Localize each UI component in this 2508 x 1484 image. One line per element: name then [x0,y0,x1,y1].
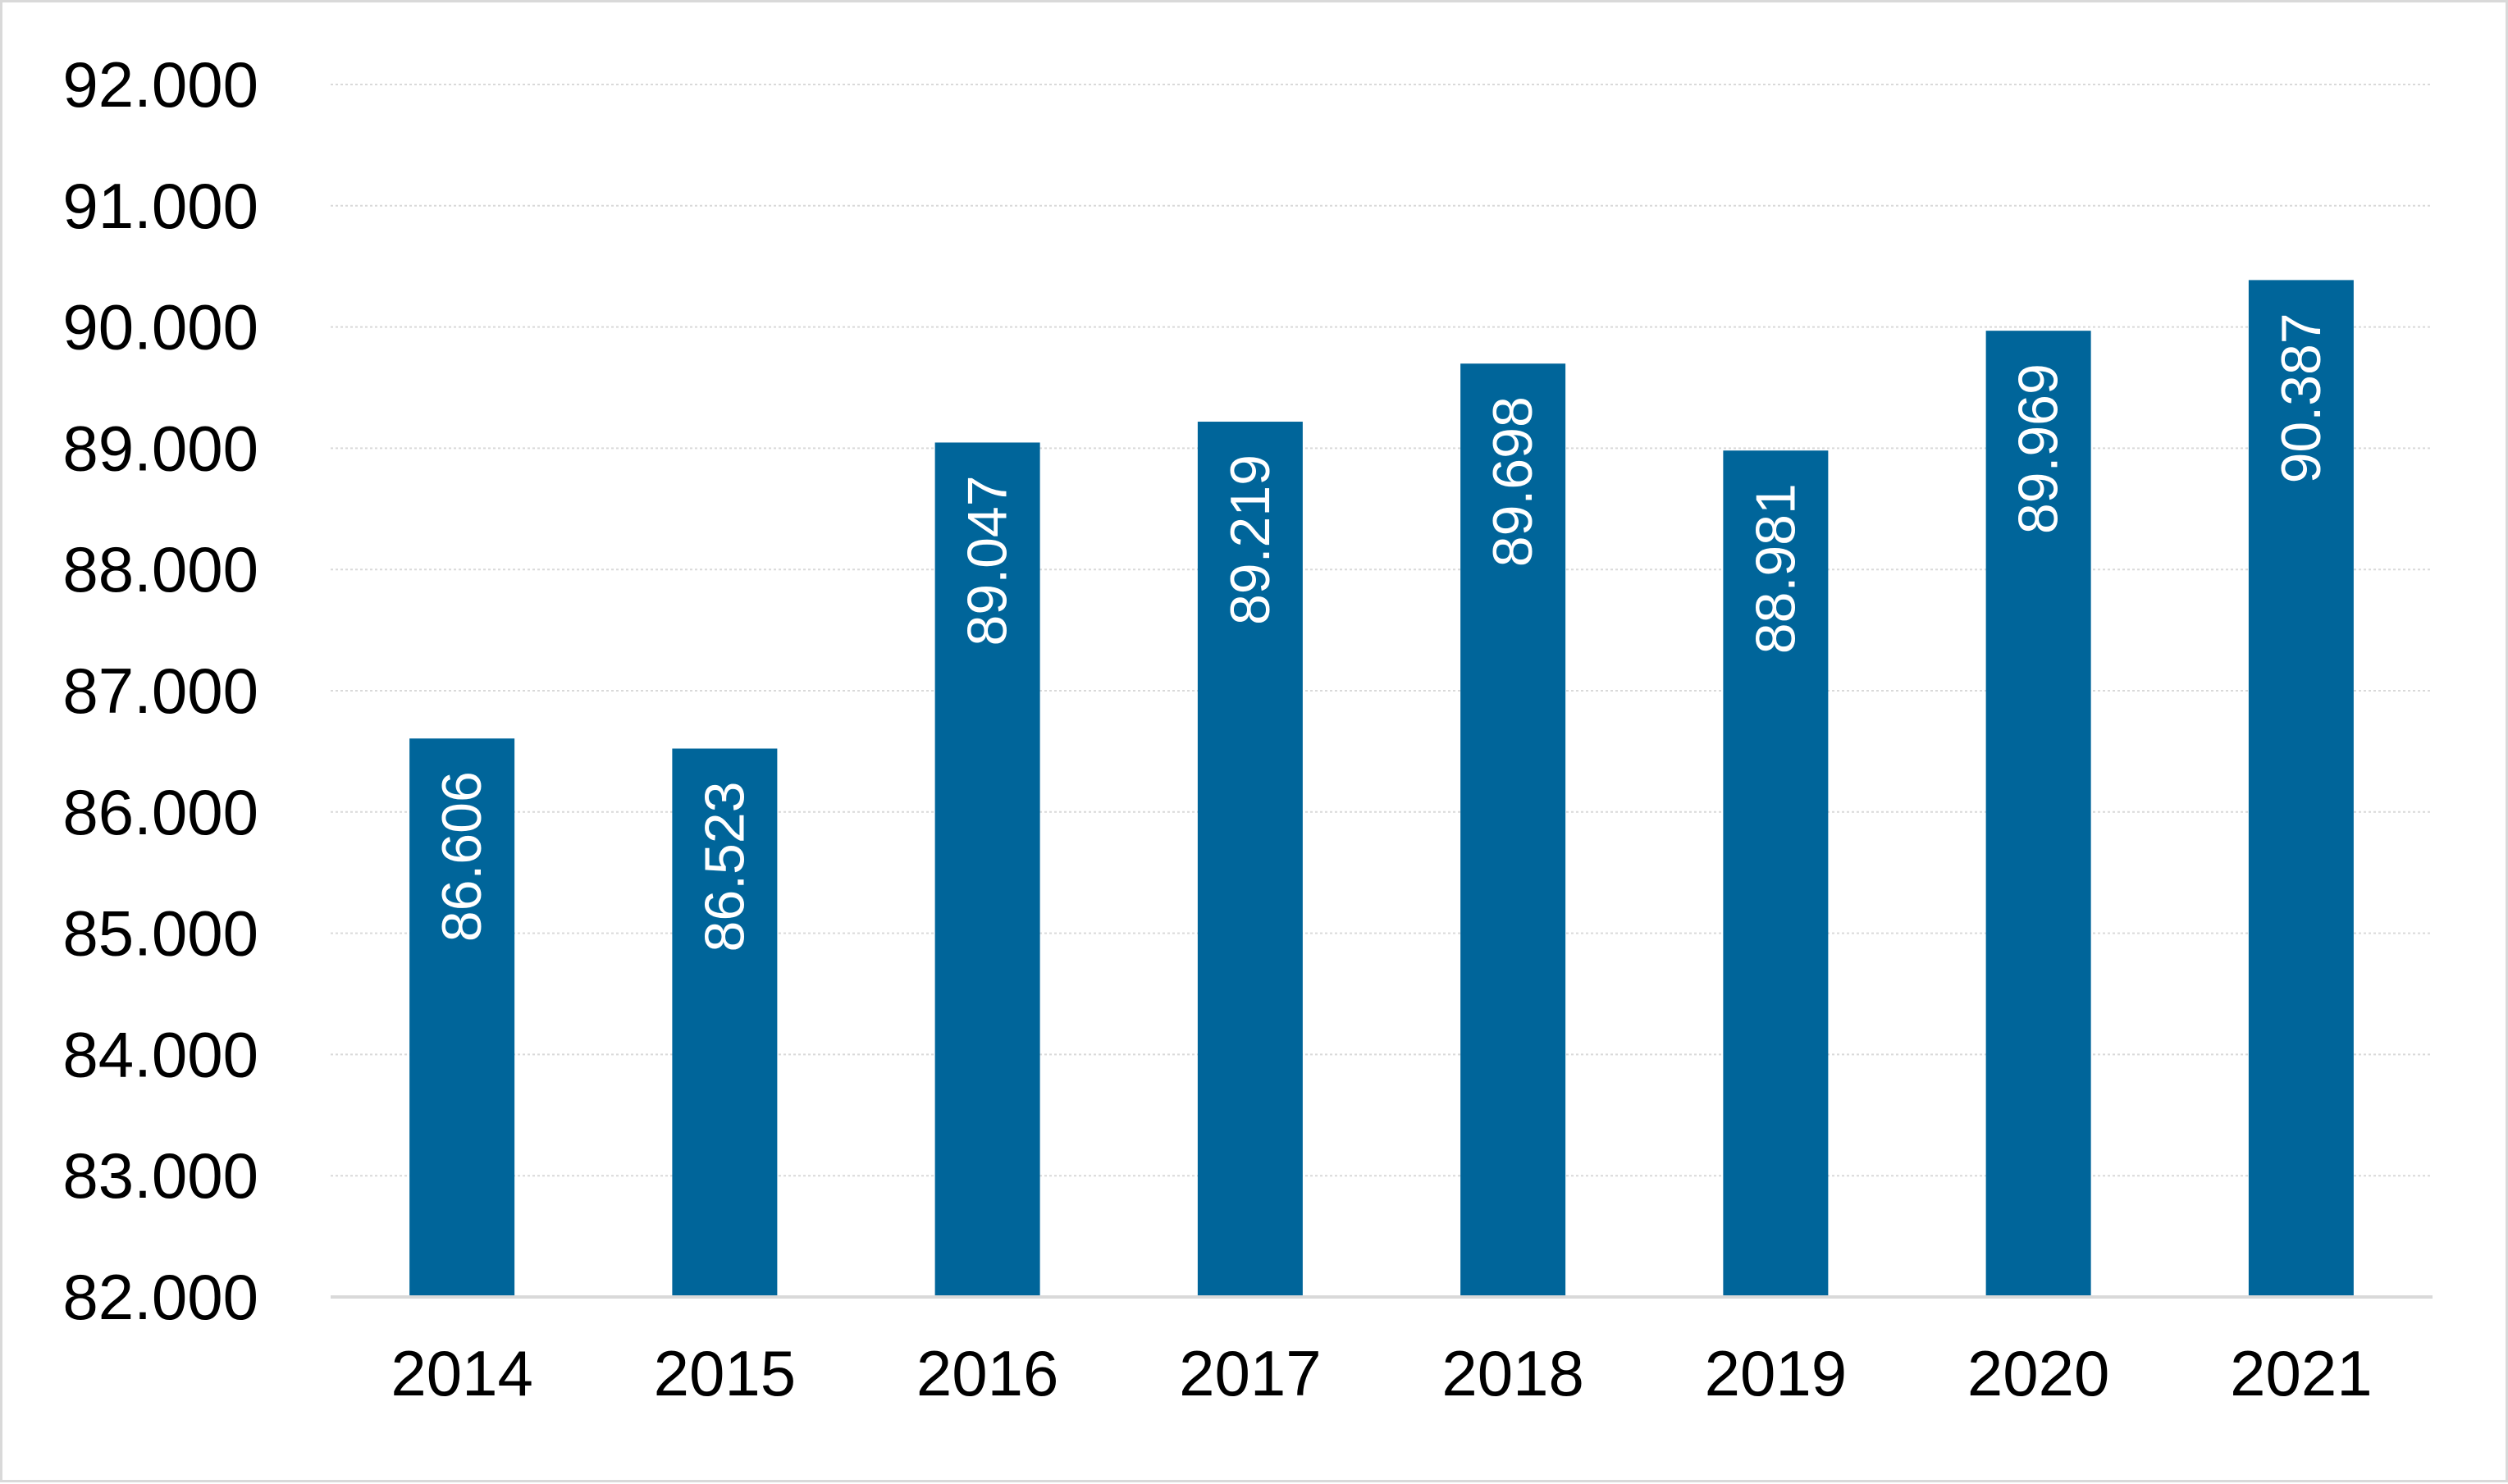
y-tick-label: 84.000 [62,1018,258,1090]
y-tick-label: 91.000 [62,170,258,242]
bar-2020 [1985,331,2091,1298]
bar-2017 [1197,422,1303,1298]
data-label: 89.698 [1482,396,1544,567]
x-axis-tick-labels: 2014 2015 2016 2017 2018 2019 2020 2021 [391,1337,2372,1409]
bar-2018 [1460,363,1566,1297]
data-label: 90.387 [2270,313,2332,483]
data-label: 89.047 [957,475,1019,646]
x-tick-label: 2015 [654,1337,797,1409]
data-label: 89.219 [1219,454,1281,625]
x-tick-label: 2020 [1967,1337,2110,1409]
y-tick-label: 90.000 [62,291,258,363]
x-tick-label: 2017 [1179,1337,1322,1409]
y-tick-label: 82.000 [62,1261,258,1333]
data-label: 89.969 [2008,363,2070,534]
data-labels: 86.606 86.523 89.047 89.219 89.698 88.981 89.9… [431,313,2332,952]
data-label: 86.523 [693,782,756,952]
gridlines [331,84,2433,1177]
y-tick-label: 89.000 [62,412,258,484]
y-tick-label: 83.000 [62,1139,258,1212]
data-label: 86.606 [431,771,493,942]
y-tick-label: 92.000 [62,48,258,121]
bar-2016 [934,442,1040,1298]
x-tick-label: 2014 [391,1337,533,1409]
x-tick-label: 2016 [916,1337,1059,1409]
bar-2014 [409,738,515,1297]
bar-2021 [2248,280,2354,1298]
x-tick-label: 2018 [1441,1337,1584,1409]
data-label: 88.981 [1744,483,1807,654]
x-tick-label: 2021 [2230,1337,2373,1409]
bar-2015 [672,748,778,1297]
y-axis-tick-labels: 82.000 83.000 84.000 85.000 86.000 87.000 88.0… [62,48,258,1333]
bars [409,280,2354,1298]
bar-2019 [1723,450,1829,1297]
y-tick-label: 85.000 [62,897,258,970]
x-tick-label: 2019 [1705,1337,1848,1409]
y-tick-label: 86.000 [62,776,258,848]
y-tick-label: 87.000 [62,655,258,727]
y-tick-label: 88.000 [62,533,258,605]
